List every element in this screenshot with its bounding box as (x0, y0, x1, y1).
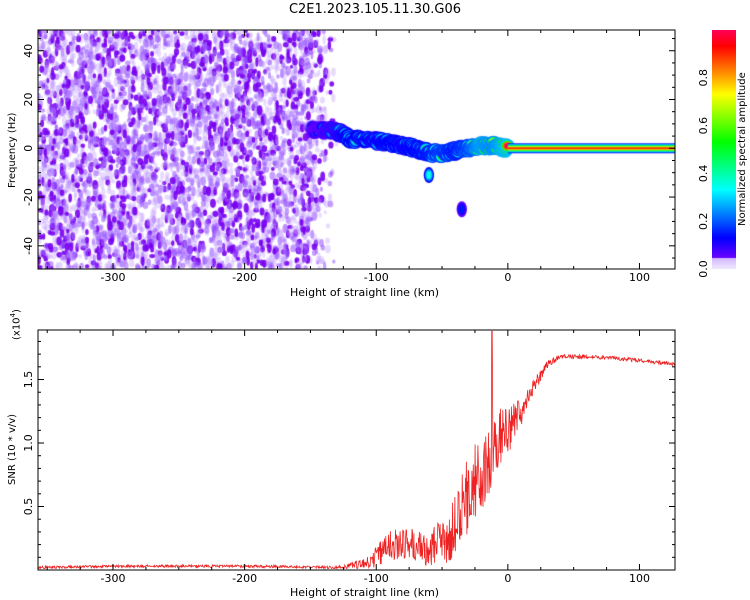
plot-frame (37, 329, 676, 571)
x-tick-label: -300 (101, 572, 126, 585)
spectrogram-heatmap (38, 30, 675, 269)
x-tick-label: 0 (504, 271, 511, 284)
y-tick-label: 1.5 (22, 371, 35, 389)
snr-line (37, 330, 675, 571)
y-tick-label: 1.0 (22, 434, 35, 452)
y-tick-label: 0.5 (22, 498, 35, 516)
colorbar-tick-label: 0.2 (697, 212, 710, 230)
x-tick-label: -100 (364, 271, 389, 284)
x-tick-label: 0 (504, 572, 511, 585)
snr-scale-label: (x104) (9, 309, 23, 340)
colorbar-tick-label: 0.8 (697, 69, 710, 87)
snr-xlabel: Height of straight line (km) (290, 586, 440, 599)
figure-title: C2E1.2023.105.11.30.G06 (288, 2, 462, 17)
x-tick-label: 100 (629, 572, 650, 585)
x-tick-label: 100 (629, 271, 650, 284)
snr-ylabel: SNR (10 * v/v) (7, 413, 18, 485)
colorbar-tick-label: 0.4 (697, 165, 710, 183)
colorbar-tick-label: 0.0 (697, 260, 710, 278)
colorbar (712, 30, 736, 269)
y-tick-label: 40 (22, 44, 35, 58)
x-tick-label: -200 (232, 271, 257, 284)
y-tick-label: -20 (22, 188, 35, 206)
colorbar-tick-label: 0.6 (697, 117, 710, 135)
x-tick-label: -300 (101, 271, 126, 284)
spectrogram-xlabel: Height of straight line (km) (290, 286, 440, 299)
y-tick-label: 20 (22, 93, 35, 107)
spectrogram-axes: -300 -200 -100 0 100 40 20 0 -20 -40 0.0 0.2 0.4 0.6 0… (22, 29, 710, 284)
y-tick-label: -40 (22, 237, 35, 255)
x-tick-label: -200 (232, 572, 257, 585)
y-tick-label: 0 (22, 145, 35, 152)
plot-frame (37, 29, 676, 270)
x-tick-label: -100 (364, 572, 389, 585)
